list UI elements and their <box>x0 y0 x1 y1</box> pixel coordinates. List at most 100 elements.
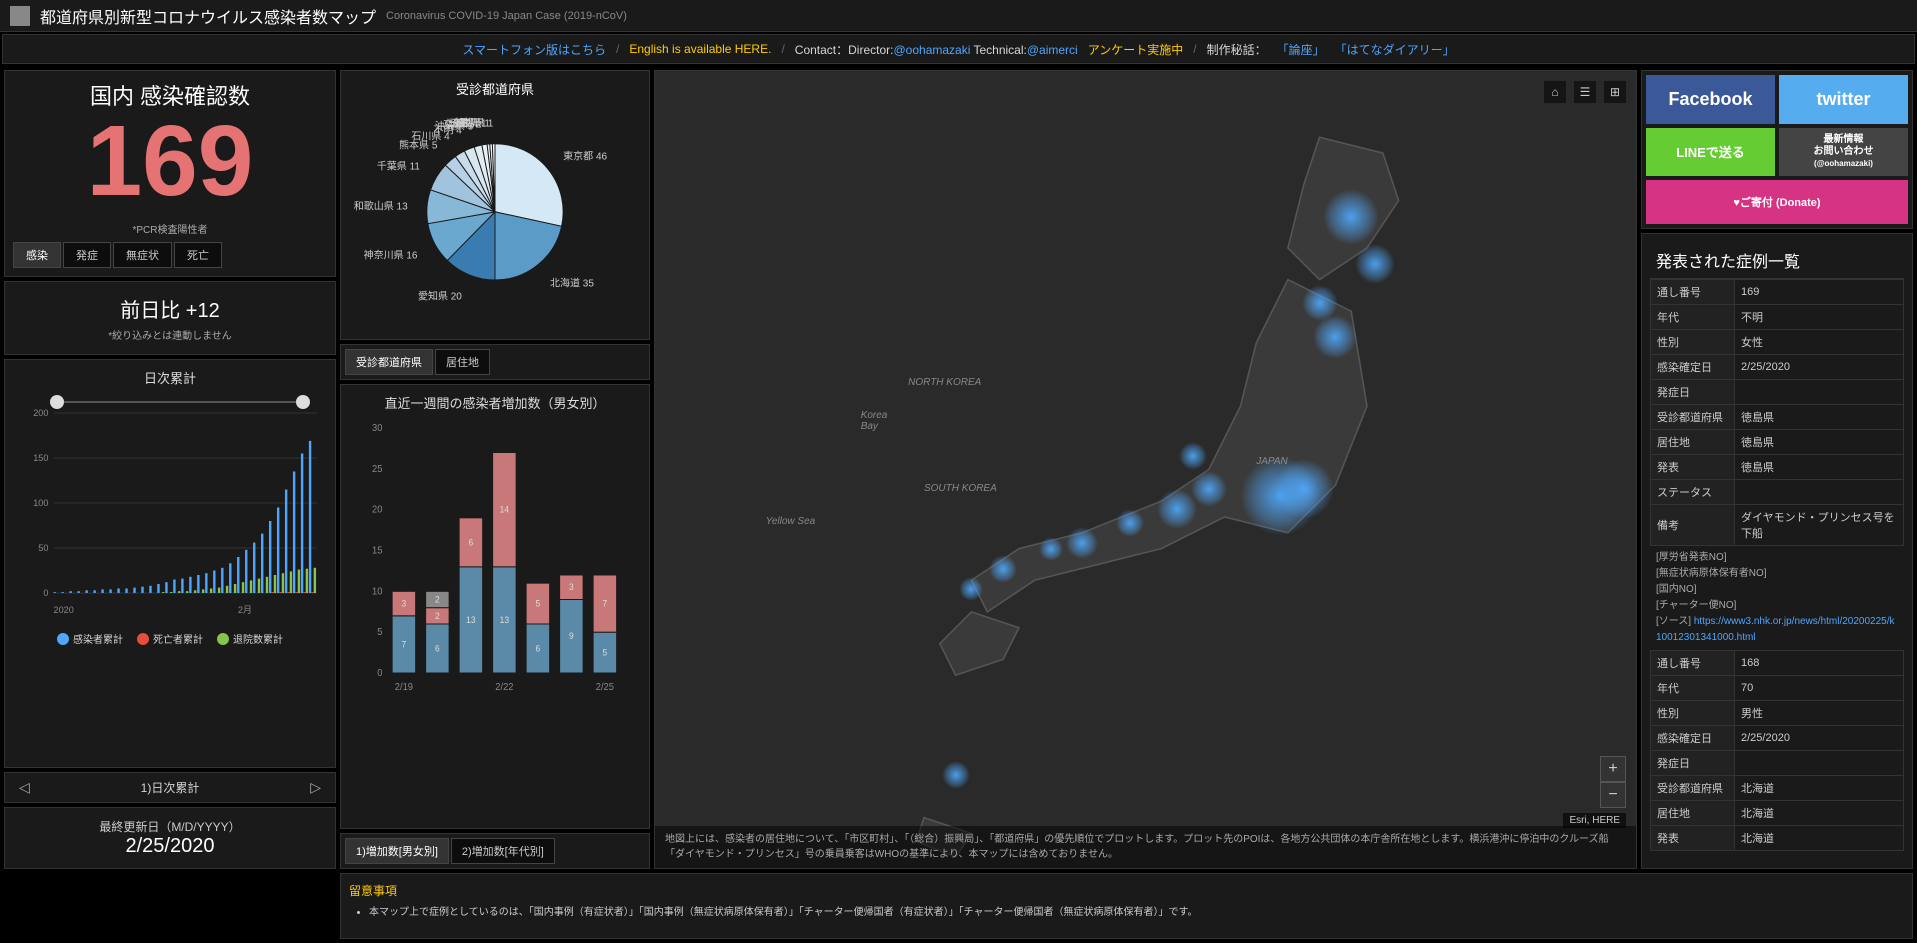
svg-text:7: 7 <box>402 639 407 649</box>
header-title: 都道府県別新型コロナウイルス感染者数マップ <box>40 4 376 28</box>
donate-button[interactable]: ♥ご寄付 (Donate) <box>1646 180 1908 224</box>
legend-item: 死亡者累計 <box>137 631 203 646</box>
smartphone-link[interactable]: スマートフォン版はこちら <box>462 41 606 58</box>
pie-chart-area: 東京都 46北海道 35愛知県 20神奈川県 16和歌山県 13千葉県 11熊本… <box>349 102 641 312</box>
zoom-out-button[interactable]: − <box>1600 782 1626 808</box>
confirmed-note: *PCR検査陽性者 <box>13 221 327 236</box>
table-row: 性別女性 <box>1651 330 1904 355</box>
twitter-button[interactable]: twitter <box>1779 75 1908 124</box>
table-row: 居住地北海道 <box>1651 801 1904 826</box>
navbar: スマートフォン版はこちら / English is available HERE… <box>2 34 1915 64</box>
table-row: 発症日 <box>1651 751 1904 776</box>
map-glow <box>1039 537 1063 561</box>
update-date: 2/25/2020 <box>15 835 325 858</box>
svg-text:30: 30 <box>372 423 383 434</box>
svg-text:150: 150 <box>33 453 48 463</box>
map-home-icon[interactable]: ⌂ <box>1544 81 1566 103</box>
separator: / <box>616 42 619 56</box>
map-glow <box>1066 527 1098 559</box>
table-row: 年代70 <box>1651 676 1904 701</box>
map-panel[interactable]: NORTH KOREAKorea BaySOUTH KOREAYellow Se… <box>654 70 1637 869</box>
svg-text:2/22: 2/22 <box>495 682 513 693</box>
svg-text:5: 5 <box>536 598 541 608</box>
map-glow <box>989 555 1017 583</box>
story-link-1[interactable]: 「論座」 <box>1277 41 1325 58</box>
weekly-tabs-panel: 1)増加数[男女別]2)増加数[年代別] <box>340 833 650 869</box>
weekly-bar-area: 051015202530732/1962213613142/226593572/… <box>349 418 641 698</box>
svg-text:0: 0 <box>43 588 48 598</box>
svg-text:14: 14 <box>500 504 510 514</box>
svg-text:25: 25 <box>372 464 382 475</box>
chart-slider[interactable] <box>53 401 307 403</box>
pie-label: 北海道 35 <box>550 275 594 290</box>
svg-text:20: 20 <box>372 504 383 515</box>
delta-panel: 前日比 +12 *絞り込みとは連動しません <box>4 281 336 355</box>
svg-text:200: 200 <box>33 408 48 418</box>
weekly-tab[interactable]: 2)増加数[年代別] <box>451 838 555 864</box>
daily-legend: 感染者累計死亡者累計退院数累計 <box>13 631 327 646</box>
pie-tab[interactable]: 受診都道府県 <box>345 349 433 375</box>
tab-死亡[interactable]: 死亡 <box>174 242 222 268</box>
table-row: 性別男性 <box>1651 701 1904 726</box>
map-label: NORTH KOREA <box>908 377 981 388</box>
svg-text:13: 13 <box>500 615 510 625</box>
header: 都道府県別新型コロナウイルス感染者数マップ Coronavirus COVID-… <box>0 0 1917 32</box>
svg-text:3: 3 <box>402 598 407 608</box>
update-panel: 最終更新日（M/D/YYYY） 2/25/2020 <box>4 807 336 869</box>
svg-text:5: 5 <box>377 627 382 638</box>
daily-chart-area: 05010015020020202月 <box>13 393 327 623</box>
tab-無症状[interactable]: 無症状 <box>113 242 172 268</box>
legend-item: 退院数累計 <box>217 631 283 646</box>
story-link-2[interactable]: 「はてなダイアリー」 <box>1335 41 1455 58</box>
svg-text:2/19: 2/19 <box>395 682 413 693</box>
english-link[interactable]: English is available HERE. <box>629 42 771 56</box>
pager-prev[interactable]: ◁ <box>11 779 38 796</box>
map-label: SOUTH KOREA <box>924 483 997 494</box>
svg-text:50: 50 <box>38 543 48 553</box>
weekly-tab[interactable]: 1)増加数[男女別] <box>345 838 449 864</box>
svg-text:6: 6 <box>536 643 541 653</box>
svg-text:2: 2 <box>435 611 440 621</box>
slider-handle-left[interactable] <box>50 395 64 409</box>
pie-label: 和歌山県 13 <box>354 198 408 213</box>
svg-text:7: 7 <box>603 598 608 608</box>
svg-text:10: 10 <box>372 586 383 597</box>
table-row: ステータス <box>1651 480 1904 505</box>
survey-link[interactable]: アンケート実施中 <box>1088 41 1184 58</box>
pie-tabs-panel: 受診都道府県居住地 <box>340 344 650 380</box>
tech-link[interactable]: @aimerci <box>1027 43 1078 57</box>
tab-感染[interactable]: 感染 <box>13 242 61 268</box>
source-link[interactable]: https://www3.nhk.or.jp/news/html/2020022… <box>1656 616 1895 643</box>
map-glow <box>942 761 970 789</box>
story-label: 制作秘話： <box>1207 41 1267 58</box>
facebook-button[interactable]: Facebook <box>1646 75 1775 124</box>
map-grid-icon[interactable]: ⊞ <box>1604 81 1626 103</box>
tab-発症[interactable]: 発症 <box>63 242 111 268</box>
svg-text:0: 0 <box>377 668 383 679</box>
confirmed-tabs: 感染発症無症状死亡 <box>13 242 327 268</box>
line-button[interactable]: LINEで送る <box>1646 128 1775 176</box>
map-note: 地図上には、感染者の居住地について、「市区町村」、「（総合）振興局」、「都道府県… <box>655 826 1636 868</box>
case-table: 通し番号169年代不明性別女性感染確定日2/25/2020発症日受診都道府県徳島… <box>1650 279 1904 546</box>
delta-note: *絞り込みとは連動しません <box>17 327 323 342</box>
case-meta: [厚労省発表NO][無症状病原体保有者NO][国内NO][チャーター便NO][ソ… <box>1650 546 1904 650</box>
table-row: 年代不明 <box>1651 305 1904 330</box>
zoom-in-button[interactable]: + <box>1600 756 1626 782</box>
table-row: 通し番号168 <box>1651 651 1904 676</box>
slider-handle-right[interactable] <box>296 395 310 409</box>
map-glow <box>1179 442 1207 470</box>
info-button[interactable]: 最新情報 お問い合わせ(@oohamazaki) <box>1779 128 1908 176</box>
table-row: 通し番号169 <box>1651 280 1904 305</box>
svg-text:2/25: 2/25 <box>596 682 614 693</box>
director-link[interactable]: @oohamazaki <box>893 43 970 57</box>
daily-chart-panel: 日次累計 05010015020020202月 感染者累計死亡者累計退院数累計 <box>4 359 336 768</box>
weekly-title: 直近一週間の感染者増加数（男女別） <box>349 393 641 412</box>
svg-text:5: 5 <box>603 647 608 657</box>
notes-list: 本マップ上で症例としているのは、「国内事例（有症状者）」「国内事例（無症状病原体… <box>349 905 1904 921</box>
legend-item: 感染者累計 <box>57 631 123 646</box>
pie-tab[interactable]: 居住地 <box>435 349 490 375</box>
map-list-icon[interactable]: ☰ <box>1574 81 1596 103</box>
pager-next[interactable]: ▷ <box>302 779 329 796</box>
map-label: Korea Bay <box>861 410 888 432</box>
map-glow <box>1191 471 1227 507</box>
